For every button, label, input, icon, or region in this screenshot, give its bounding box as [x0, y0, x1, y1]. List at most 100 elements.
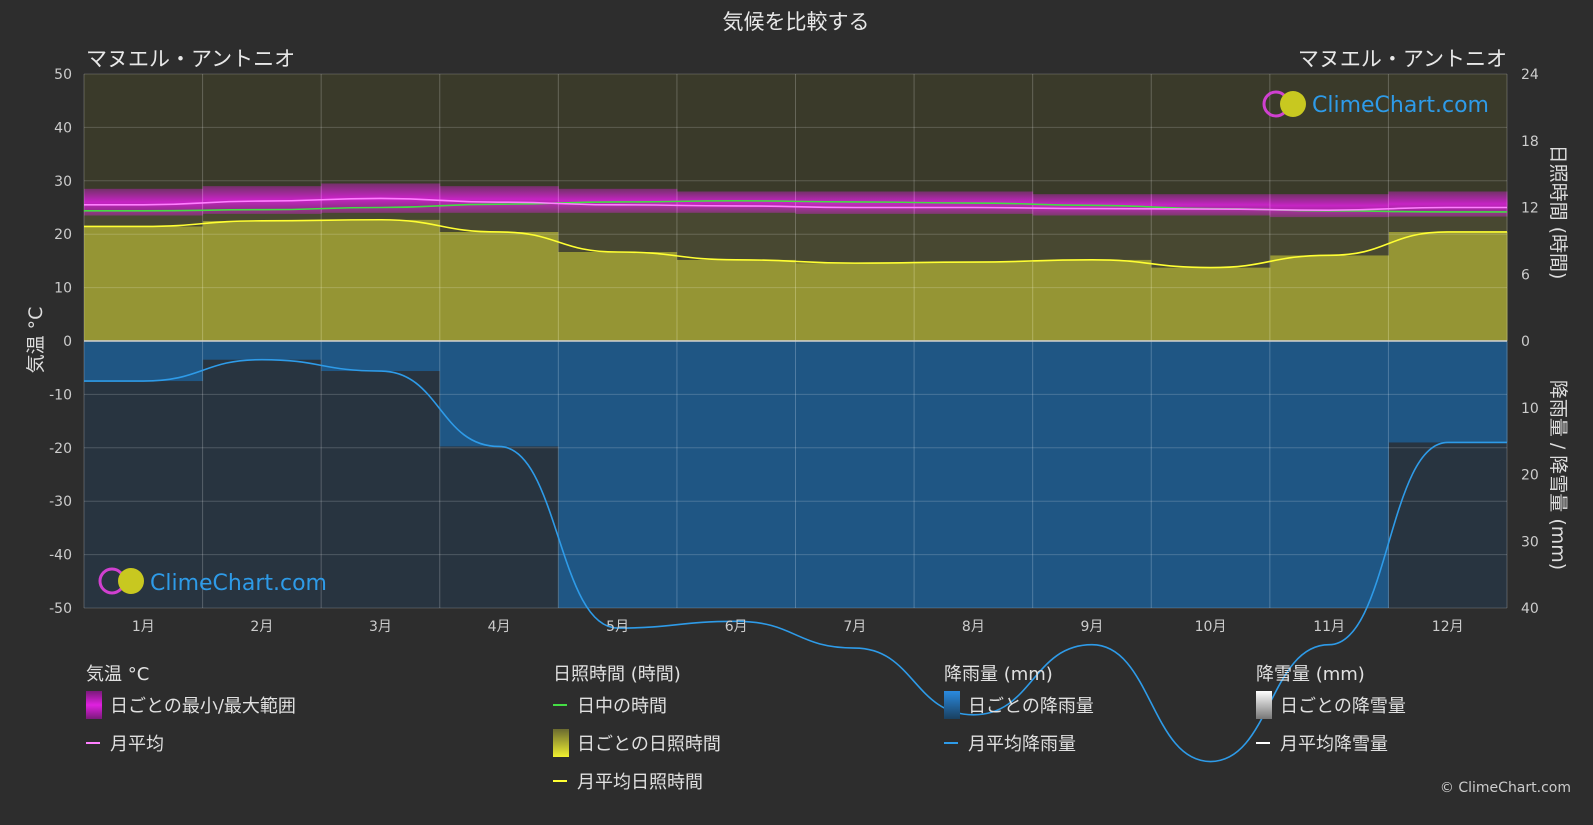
- sunshine-bar: [84, 226, 204, 341]
- sunshine-bar: [1269, 255, 1389, 341]
- sunshine-bar: [558, 252, 678, 341]
- temp-avg-swatch: [86, 742, 100, 744]
- tick-label-left: 30: [54, 174, 72, 190]
- rain-bar: [795, 341, 915, 608]
- tick-label-month: 8月: [962, 619, 985, 635]
- sunshine-bar: [795, 263, 915, 341]
- tick-label-month: 4月: [488, 619, 511, 635]
- sunshine-bar: [914, 262, 1034, 341]
- legend-label: 月平均: [110, 734, 164, 755]
- sunshine-bar: [1388, 231, 1508, 341]
- temp-range-bar: [1269, 194, 1389, 218]
- legend-label: 日ごとの降雨量: [968, 696, 1094, 717]
- rain-bar: [1269, 341, 1389, 608]
- tick-label-right-bottom: 30: [1521, 534, 1539, 550]
- legend-label: 月平均降雪量: [1280, 734, 1388, 755]
- temp-range-swatch: [86, 691, 102, 719]
- legend-item-temp-range: 日ごとの最小/最大範囲: [86, 686, 296, 724]
- rain-bar: [1151, 341, 1271, 608]
- tick-label-left: -10: [49, 387, 72, 403]
- legend-heading: 日照時間 (時間): [553, 664, 681, 685]
- temp-range-bar: [1388, 191, 1508, 217]
- legend-rain: 降雨量 (mm) 日ごとの降雨量 月平均降雨量: [944, 660, 1094, 762]
- tick-label-month: 3月: [369, 619, 392, 635]
- tick-label-left: -20: [49, 441, 72, 457]
- logo-sun-icon: [1280, 91, 1306, 117]
- daylight-bar: [1151, 208, 1271, 268]
- legend-item-sun-daily: 日ごとの日照時間: [553, 724, 721, 762]
- legend-snow: 降雪量 (mm) 日ごとの降雪量 月平均降雪量: [1256, 660, 1406, 762]
- daylight-swatch: [553, 704, 567, 706]
- rain-bar: [321, 341, 441, 372]
- tick-label-left: 0: [63, 334, 72, 350]
- location-left: マヌエル・アントニオ: [86, 47, 295, 71]
- tick-label-right-bottom: 20: [1521, 468, 1539, 484]
- legend-temperature: 気温 °C 日ごとの最小/最大範囲 月平均: [86, 660, 296, 762]
- legend-sunshine: 日照時間 (時間) 日中の時間 日ごとの日照時間 月平均日照時間: [553, 660, 721, 800]
- legend-item-sun-avg: 月平均日照時間: [553, 762, 721, 800]
- tick-label-right-top: 0: [1521, 334, 1530, 350]
- sun-daily-swatch: [553, 729, 569, 757]
- legend-heading: 降雨量 (mm): [944, 664, 1053, 685]
- tick-label-right-bottom: 10: [1521, 401, 1539, 417]
- rain-bar: [676, 341, 796, 608]
- tick-label-left: 40: [54, 120, 72, 136]
- rain-avg-line: [83, 358, 1507, 763]
- rain-avg-swatch: [944, 742, 958, 744]
- legend-item-rain-daily: 日ごとの降雨量: [944, 686, 1094, 724]
- tick-label-month: 2月: [250, 619, 273, 635]
- legend-label: 日ごとの最小/最大範囲: [110, 696, 296, 717]
- rain-bar: [1032, 341, 1152, 608]
- tick-label-left: 20: [54, 227, 72, 243]
- snow-avg-swatch: [1256, 742, 1270, 744]
- sunshine-bar: [439, 231, 559, 341]
- temp-range-bar: [558, 188, 678, 213]
- tick-label-month: 10月: [1195, 619, 1227, 635]
- legend-item-daylight: 日中の時間: [553, 686, 721, 724]
- tick-label-month: 7月: [843, 619, 866, 635]
- rain-bar: [558, 341, 678, 608]
- axis-label-left: 気温 °C: [25, 307, 47, 374]
- legend-label: 日ごとの降雪量: [1280, 696, 1406, 717]
- daylight-bar: [1388, 211, 1508, 232]
- legend-label: 月平均日照時間: [577, 772, 703, 793]
- tick-label-left: -40: [49, 548, 72, 564]
- legend-item-temp-avg: 月平均: [86, 724, 296, 762]
- temp-range-bar: [1151, 194, 1271, 216]
- tick-label-right-bottom: 40: [1521, 601, 1539, 617]
- legend-heading: 気温 °C: [86, 664, 150, 685]
- daylight-bar: [202, 209, 322, 221]
- axis-label-right-bottom: 降雨量 / 降雪量 (mm): [1547, 380, 1569, 570]
- tick-label-month: 5月: [606, 619, 629, 635]
- watermark-text: ClimeChart.com: [150, 571, 327, 596]
- temp-range-bar: [439, 186, 559, 213]
- legend: 気温 °C 日ごとの最小/最大範囲 月平均 日照時間 (時間) 日中の時間 日ご…: [0, 660, 1593, 810]
- daylight-bar: [1269, 210, 1389, 256]
- plot-area: 50 40 30 20 10 0 -10 -20 -30 -40 -50 24 18 12 6 0 10 20 30…: [49, 67, 1539, 763]
- tick-label-right-top: 18: [1521, 134, 1539, 150]
- tick-label-right-top: 12: [1521, 201, 1539, 217]
- axis-label-right-top: 日照時間 (時間): [1547, 145, 1569, 280]
- tick-label-left: 50: [54, 67, 72, 83]
- tick-label-month: 6月: [725, 619, 748, 635]
- rain-bar: [1388, 341, 1508, 443]
- location-right: マヌエル・アントニオ: [1298, 47, 1507, 71]
- sunshine-bar: [202, 220, 322, 341]
- watermark-top: ClimeChart.com: [1262, 90, 1489, 118]
- legend-item-snow-daily: 日ごとの降雪量: [1256, 686, 1406, 724]
- legend-label: 日ごとの日照時間: [577, 734, 721, 755]
- sun-avg-swatch: [553, 780, 567, 782]
- legend-item-rain-avg: 月平均降雨量: [944, 724, 1094, 762]
- legend-label: 日中の時間: [577, 696, 667, 717]
- chart-title: 気候を比較する: [723, 10, 870, 34]
- tick-label-left: -50: [49, 601, 72, 617]
- rain-bar: [914, 341, 1034, 608]
- tick-label-right-top: 6: [1521, 267, 1530, 283]
- tick-label-month: 9月: [1080, 619, 1103, 635]
- legend-label: 月平均降雨量: [968, 734, 1076, 755]
- snow-daily-swatch: [1256, 691, 1272, 719]
- tick-label-month: 11月: [1313, 619, 1345, 635]
- tick-label-left: -30: [49, 494, 72, 510]
- sunshine-bar: [1151, 267, 1271, 341]
